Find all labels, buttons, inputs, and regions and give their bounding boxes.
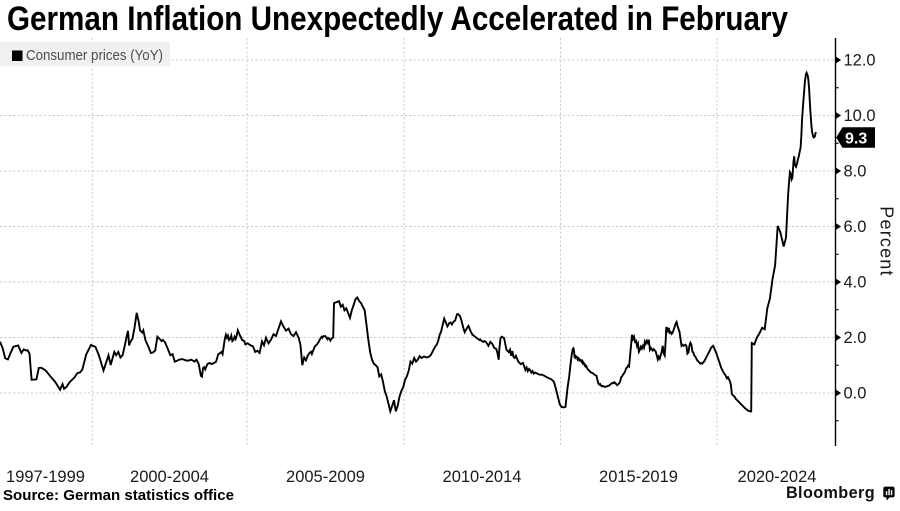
- svg-text:9.3: 9.3: [845, 131, 867, 148]
- svg-text:2000-2004: 2000-2004: [130, 468, 209, 486]
- svg-text:Bloomberg: Bloomberg: [786, 484, 875, 502]
- svg-text:2.0: 2.0: [844, 329, 867, 347]
- svg-text:6.0: 6.0: [844, 218, 867, 236]
- svg-text:1997-1999: 1997-1999: [6, 468, 85, 486]
- svg-text:German Inflation Unexpectedly: German Inflation Unexpectedly Accelerate…: [7, 0, 788, 38]
- svg-text:2005-2009: 2005-2009: [286, 468, 365, 486]
- svg-text:8.0: 8.0: [844, 163, 867, 181]
- svg-text:10.0: 10.0: [844, 107, 876, 125]
- svg-text:Percent: Percent: [877, 206, 897, 276]
- svg-text:0.0: 0.0: [844, 385, 867, 403]
- svg-text:4.0: 4.0: [844, 274, 867, 292]
- svg-text:Consumer prices (YoY): Consumer prices (YoY): [26, 47, 163, 64]
- svg-text:2015-2019: 2015-2019: [599, 468, 678, 486]
- svg-text:2020-2024: 2020-2024: [738, 468, 817, 486]
- svg-text:Source: German statistics offi: Source: German statistics office: [3, 488, 234, 504]
- svg-text:12.0: 12.0: [844, 52, 876, 70]
- svg-text:2010-2014: 2010-2014: [443, 468, 522, 486]
